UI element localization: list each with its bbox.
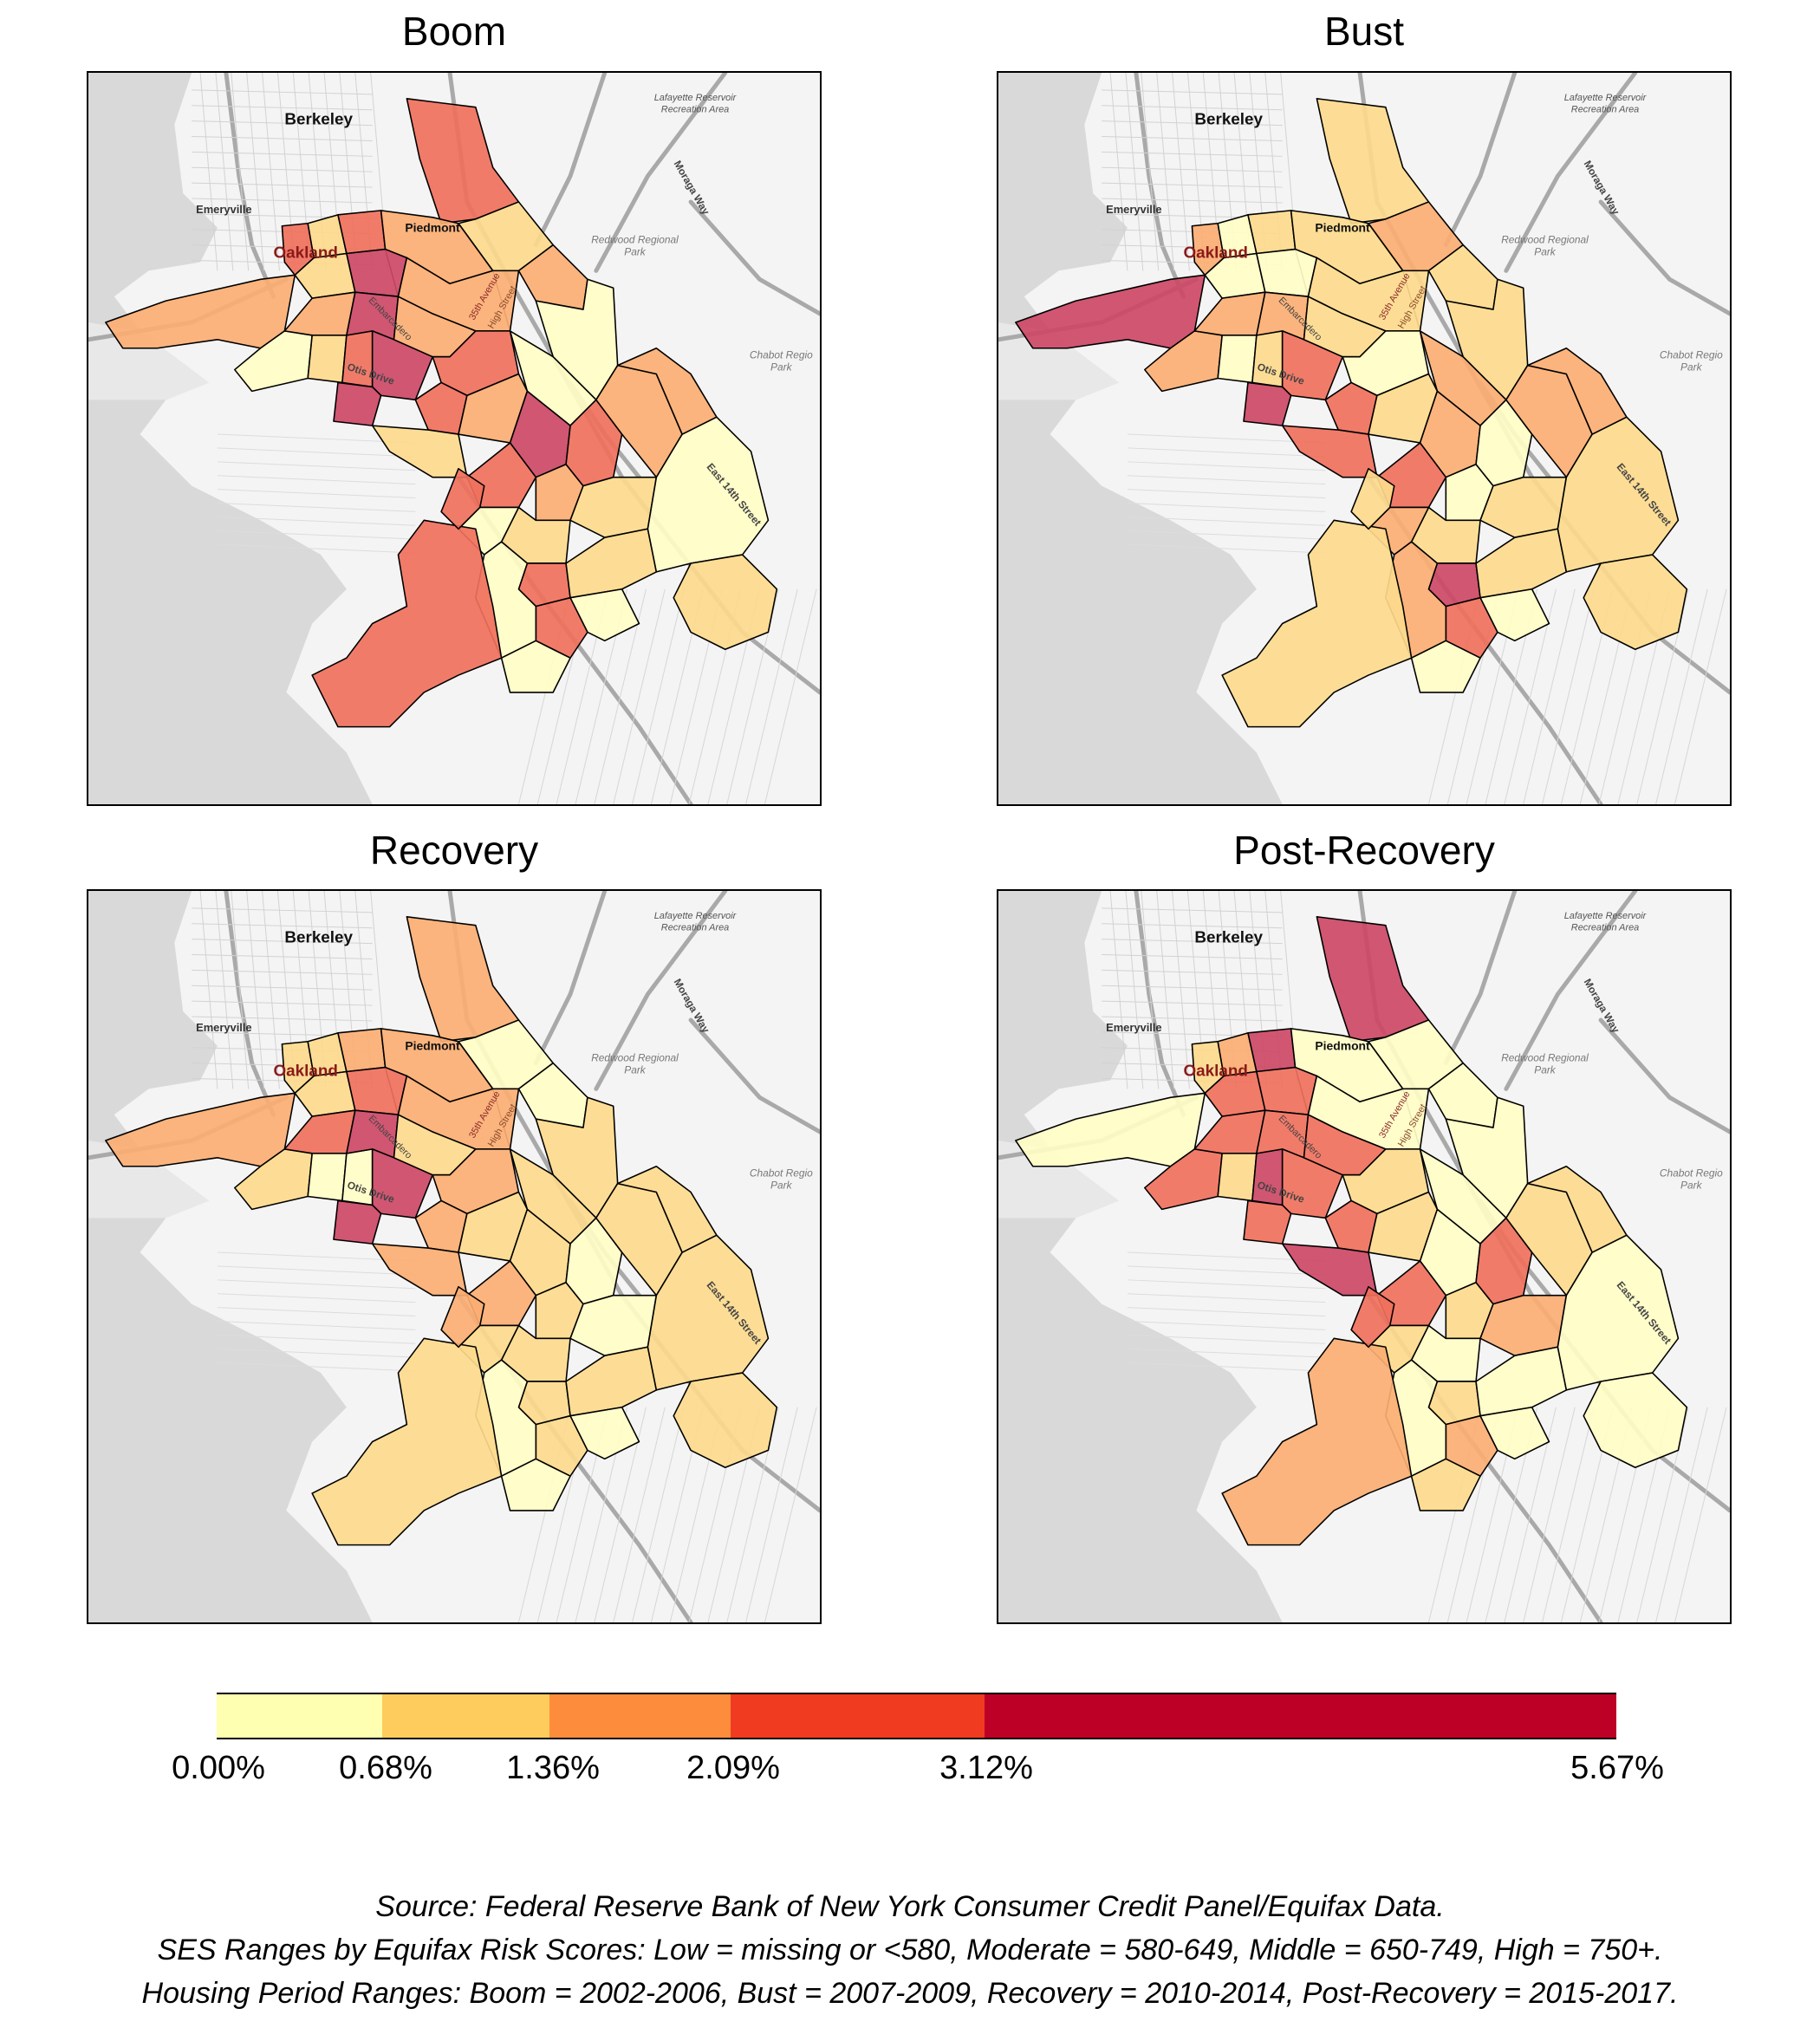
svg-text:Berkeley: Berkeley [1194, 110, 1263, 128]
svg-text:Lafayette Reservoir: Lafayette Reservoir [654, 93, 737, 103]
svg-text:Redwood Regional: Redwood Regional [591, 1052, 679, 1064]
svg-text:Park: Park [624, 1064, 647, 1076]
svg-text:Park: Park [1680, 1180, 1703, 1192]
svg-text:Chabot Regio: Chabot Regio [750, 349, 813, 361]
svg-text:Piedmont: Piedmont [405, 221, 460, 235]
svg-text:Recreation Area: Recreation Area [661, 105, 729, 115]
color-legend-bar [217, 1693, 1616, 1739]
choropleth-map: Berkeley Piedmont Emeryville Oakland Lafayet… [88, 73, 820, 804]
footnote-ses-ranges: SES Ranges by Equifax Risk Scores: Low =… [157, 1934, 1663, 1966]
choropleth-map: Berkeley Piedmont Emeryville Oakland Lafayet… [998, 891, 1730, 1622]
svg-text:Emeryville: Emeryville [196, 1021, 252, 1034]
svg-text:Chabot Regio: Chabot Regio [1660, 349, 1723, 361]
svg-text:Oakland: Oakland [1183, 243, 1247, 261]
map-panel-bust: Berkeley Piedmont Emeryville Oakland Lafayet… [997, 71, 1732, 806]
legend-swatch-4 [985, 1694, 1616, 1738]
legend-swatch-2 [549, 1694, 731, 1738]
svg-text:Oakland: Oakland [273, 1061, 337, 1079]
legend-tick-2: 1.36% [506, 1750, 600, 1786]
legend-swatch-1 [382, 1694, 549, 1738]
svg-text:Park: Park [770, 361, 793, 374]
svg-text:Lafayette Reservoir: Lafayette Reservoir [1564, 93, 1647, 103]
svg-text:Emeryville: Emeryville [1106, 203, 1162, 216]
svg-text:Oakland: Oakland [273, 243, 337, 261]
svg-text:Park: Park [770, 1180, 793, 1192]
svg-text:Berkeley: Berkeley [284, 110, 353, 128]
panel-title-bust: Bust [1323, 9, 1405, 54]
svg-text:Park: Park [1534, 246, 1557, 258]
svg-text:Park: Park [624, 246, 647, 258]
svg-text:Lafayette Reservoir: Lafayette Reservoir [1564, 911, 1647, 921]
svg-text:Recreation Area: Recreation Area [1571, 923, 1639, 933]
legend-tick-5: 5.67% [1570, 1750, 1664, 1786]
legend-tick-3: 2.09% [686, 1750, 780, 1786]
map-panel-boom: Berkeley Piedmont Emeryville Oakland Lafayet… [87, 71, 822, 806]
svg-text:Recreation Area: Recreation Area [1571, 105, 1639, 115]
legend-swatch-0 [217, 1694, 382, 1738]
svg-text:Berkeley: Berkeley [1194, 928, 1263, 946]
svg-text:Park: Park [1534, 1064, 1557, 1076]
panel-title-recovery: Recovery [369, 828, 539, 873]
svg-text:Berkeley: Berkeley [284, 928, 353, 946]
map-panel-recovery: Berkeley Piedmont Emeryville Oakland Lafayet… [87, 889, 822, 1624]
svg-text:Park: Park [1680, 361, 1703, 374]
map-panel-post-recovery: Berkeley Piedmont Emeryville Oakland Lafayet… [997, 889, 1732, 1624]
legend-tick-0: 0.00% [172, 1750, 265, 1786]
choropleth-map: Berkeley Piedmont Emeryville Oakland Lafayet… [88, 891, 820, 1622]
legend-tick-1: 0.68% [339, 1750, 432, 1786]
svg-text:Recreation Area: Recreation Area [661, 923, 729, 933]
legend-tick-4: 3.12% [939, 1750, 1033, 1786]
footnote-housing-periods: Housing Period Ranges: Boom = 2002-2006,… [141, 1977, 1679, 2010]
svg-text:Emeryville: Emeryville [1106, 1021, 1162, 1034]
footnote-source: Source: Federal Reserve Bank of New York… [375, 1890, 1445, 1923]
svg-text:Redwood Regional: Redwood Regional [591, 234, 679, 246]
svg-text:Lafayette Reservoir: Lafayette Reservoir [654, 911, 737, 921]
panel-title-boom: Boom [401, 9, 507, 54]
choropleth-map: Berkeley Piedmont Emeryville Oakland Lafayet… [998, 73, 1730, 804]
svg-text:Chabot Regio: Chabot Regio [750, 1167, 813, 1180]
svg-text:Piedmont: Piedmont [405, 1039, 460, 1053]
panel-title-post-recovery: Post-Recovery [1233, 828, 1495, 873]
svg-text:Piedmont: Piedmont [1315, 221, 1370, 235]
svg-text:Oakland: Oakland [1183, 1061, 1247, 1079]
svg-text:Piedmont: Piedmont [1315, 1039, 1370, 1053]
svg-text:Chabot Regio: Chabot Regio [1660, 1167, 1723, 1180]
svg-text:Emeryville: Emeryville [196, 203, 252, 216]
legend-swatch-3 [731, 1694, 985, 1738]
svg-text:Redwood Regional: Redwood Regional [1501, 234, 1589, 246]
svg-text:Redwood Regional: Redwood Regional [1501, 1052, 1589, 1064]
